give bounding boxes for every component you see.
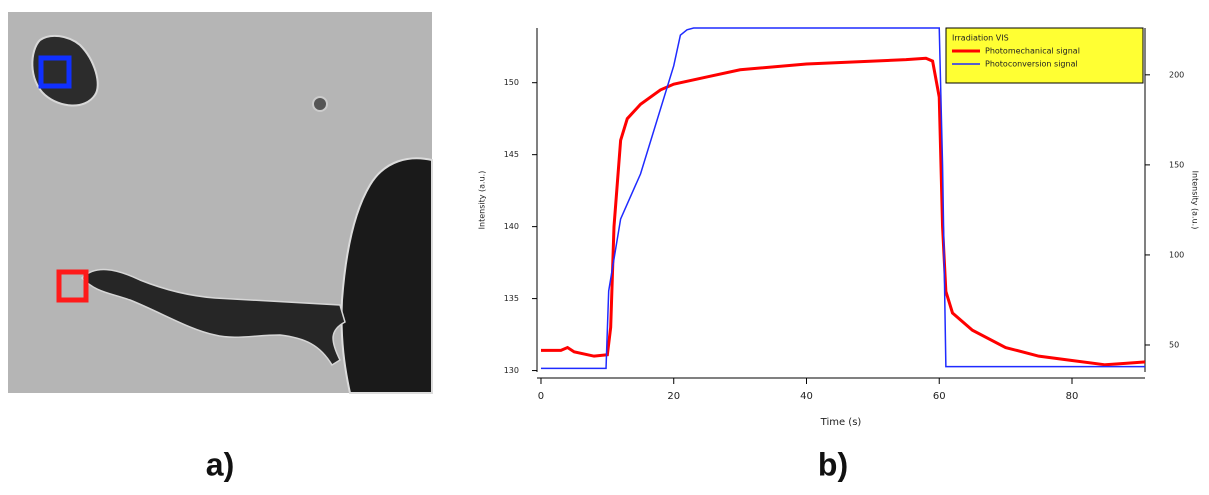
line-series [540,27,1145,370]
x-tick-label: 0 [538,391,544,402]
legend: Irradiation VIS [945,27,1144,84]
y-tick-label: 140 [504,222,519,231]
x-tick-label: 60 [933,391,946,402]
legend-label: Photoconversion signal [985,60,1078,69]
y-tick-label: 135 [504,294,519,303]
legend-label: Photomechanical signal [985,47,1080,56]
y-tick-label: 145 [504,150,519,159]
filament [80,268,346,367]
y2-tick-label: 50 [1169,340,1179,349]
panel-label: b) [818,446,848,482]
legend-title: Irradiation VIS [952,34,1009,43]
particle [312,96,328,112]
y-tick-label: 130 [504,366,519,375]
y2-tick-label: 100 [1169,250,1184,259]
y2-axis-label: Intensity (a.u.) [1191,171,1200,230]
roi-blue [38,55,72,89]
panel-label: a) [206,446,234,482]
crystal [340,157,433,394]
x-tick-label: 80 [1066,391,1079,402]
micrograph [8,12,433,394]
legend-box [945,27,1144,84]
x-axis-label: Time (s) [820,417,862,428]
y-tick-label: 150 [504,78,519,87]
y-axis-label: Intensity (a.u.) [478,171,487,230]
y2-tick-label: 150 [1169,160,1184,169]
roi-red [56,269,89,303]
x-tick-label: 20 [667,391,680,402]
y2-tick-label: 200 [1169,70,1184,79]
x-tick-label: 40 [800,391,813,402]
line-series [540,56,1146,367]
